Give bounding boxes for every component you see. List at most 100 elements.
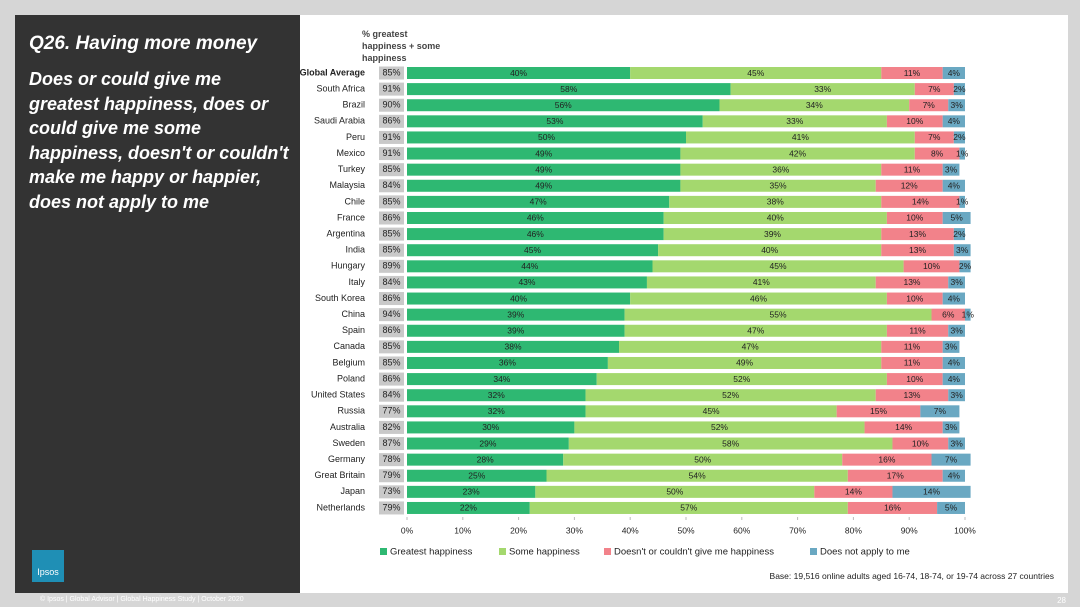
total-label: 84% [382,390,400,400]
total-box [379,130,404,144]
total-box [379,324,404,338]
total-label: 85% [382,164,400,174]
bar-segment [407,83,731,96]
bar-segment [568,437,893,450]
y-tick-label: Peru [346,132,365,142]
y-tick-label: Saudi Arabia [314,116,365,126]
data-label: 14% [895,422,912,432]
data-label: 6% [942,309,955,319]
data-label: 53% [546,116,563,126]
data-label: 3% [950,326,963,336]
bar-segment [881,356,943,369]
bar-segment [607,356,882,369]
data-label: 7% [928,84,941,94]
y-tick-label: Spain [342,325,365,335]
bar-segment [931,308,965,321]
total-box [379,340,404,354]
bar-segment [407,195,670,208]
bar-segment [886,211,943,224]
bar-segment [903,260,960,273]
y-tick-label: France [337,212,365,222]
bar-segment [669,195,882,208]
x-tick-label: 10% [454,525,471,535]
data-label: 13% [903,277,920,287]
data-label: 3% [945,422,958,432]
legend-swatch [499,548,506,555]
bar-segment [886,115,943,128]
total-label: 84% [382,277,400,287]
bar-segment [875,389,949,402]
data-label: 7% [934,406,947,416]
data-label: 5% [945,503,958,513]
total-box [379,356,404,370]
bar-segment [407,469,547,482]
bar-segment [624,308,932,321]
data-label: 17% [887,471,904,481]
slide-title: Q26. Having more money [29,33,258,54]
bar-segment [847,501,938,514]
data-label: 15% [870,406,887,416]
total-box [379,453,404,467]
bar-segment [719,99,910,112]
bar-segment [407,356,608,369]
bar-segment [948,324,965,337]
data-label: 40% [767,213,784,223]
bar-segment [959,195,965,208]
data-label: 47% [747,326,764,336]
bar-segment [875,179,943,192]
y-tick-label: Brazil [342,100,365,110]
data-label: 36% [499,358,516,368]
data-label: 42% [789,148,806,158]
data-label: 57% [680,503,697,513]
bar-segment [407,421,575,434]
bar-segment [407,276,647,289]
data-label: 16% [884,503,901,513]
bar-segment [535,485,815,498]
bar-segment [942,373,965,386]
bar-segment [942,67,965,79]
bar-segment [881,67,943,79]
data-label: 56% [555,100,572,110]
bar-segment [875,276,949,289]
data-label: 32% [488,406,505,416]
data-label: 50% [666,487,683,497]
y-tick-label: South Africa [316,83,365,93]
data-label: 40% [510,293,527,303]
y-tick-label: Russia [337,406,365,416]
data-label: 1% [956,197,969,207]
x-tick-label: 90% [901,525,918,535]
bar-segment [407,67,631,79]
bar-segment [563,453,843,466]
bar-segment [920,405,960,418]
data-label: 50% [538,132,555,142]
bar-segment [881,195,960,208]
y-tick-label: Argentina [326,228,365,238]
total-label: 86% [382,212,400,222]
total-box [379,275,404,289]
data-label: 28% [477,454,494,464]
total-box [379,211,404,225]
bar-segment [948,437,965,450]
x-tick-label: 30% [566,525,583,535]
bar-segment [407,437,569,450]
bar-segment [702,115,887,128]
data-label: 2% [953,84,966,94]
data-label: 13% [903,390,920,400]
data-label: 58% [560,84,577,94]
side-panel: Q26. Having more money Does or could giv… [15,15,300,593]
bar-segment [914,147,960,160]
x-tick-label: 20% [510,525,527,535]
bar-segment [407,340,620,353]
y-tick-label: Chile [344,196,365,206]
bar-segment [942,292,965,305]
bar-segment [407,244,659,257]
x-tick-label: 50% [677,525,694,535]
data-label: 41% [753,277,770,287]
bar-segment [836,405,921,418]
y-tick-label: Global Average [300,67,365,77]
y-tick-label: Australia [330,422,365,432]
total-label: 78% [382,454,400,464]
bar-segment [948,99,965,112]
data-label: 4% [948,116,961,126]
